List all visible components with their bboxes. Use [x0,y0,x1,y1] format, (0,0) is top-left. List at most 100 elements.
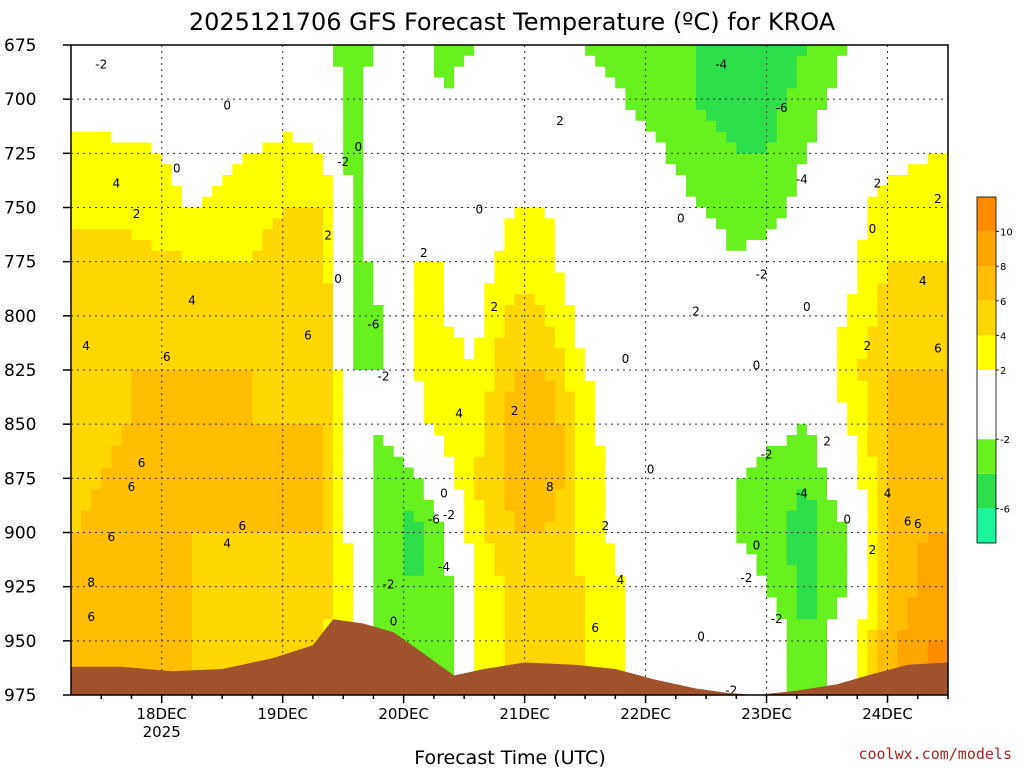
temperature-cell [292,272,304,284]
temperature-cell [847,175,858,187]
temperature-cell [847,424,858,436]
temperature-cell [141,348,153,360]
temperature-cell [635,608,647,620]
temperature-cell [877,99,889,111]
temperature-cell [131,413,143,425]
temperature-cell [242,110,254,122]
temperature-cell [746,88,758,100]
temperature-cell [474,575,485,588]
temperature-cell [333,131,344,144]
temperature-cell [716,326,727,339]
temperature-cell [454,586,465,599]
temperature-cell [252,489,264,501]
temperature-cell [202,391,213,404]
temperature-cell [121,402,133,414]
temperature-cell [665,489,677,501]
temperature-cell [786,662,798,674]
temperature-cell [353,370,364,382]
temperature-cell [776,315,788,328]
temperature-cell [393,597,405,609]
temperature-cell [474,294,485,306]
temperature-cell [151,456,163,469]
temperature-cell [403,88,415,100]
temperature-cell [181,348,193,360]
temperature-cell [312,175,324,187]
temperature-cell [433,370,445,382]
temperature-cell [524,413,536,425]
temperature-cell [91,175,102,187]
temperature-cell [423,283,435,295]
temperature-cell [675,435,687,447]
temperature-cell [796,326,808,339]
temperature-cell [202,435,213,447]
temperature-cell [161,207,173,219]
temperature-cell [91,218,102,230]
temperature-cell [887,77,899,89]
temperature-cell [151,413,163,425]
temperature-cell [423,510,435,523]
temperature-cell [585,630,596,642]
temperature-cell [524,651,536,664]
temperature-cell [161,153,173,165]
temperature-cell [454,359,465,371]
temperature-cell [726,435,737,447]
temperature-cell [494,283,506,295]
temperature-cell [121,532,133,544]
temperature-cell [363,131,374,144]
temperature-cell [857,402,868,414]
temperature-cell [514,196,526,209]
temperature-cell [716,348,727,360]
temperature-cell [665,662,677,674]
temperature-cell [706,673,717,685]
temperature-cell [333,77,344,89]
temperature-cell [746,554,758,566]
temperature-cell [796,608,808,620]
temperature-cell [373,207,385,219]
temperature-cell [111,521,122,534]
temperature-cell [282,630,294,642]
temperature-cell [786,651,798,664]
temperature-cell [494,305,506,317]
temperature-cell [262,370,274,382]
temperature-cell [564,359,576,371]
temperature-cell [726,88,737,100]
temperature-cell [433,586,445,599]
temperature-cell [151,120,163,133]
temperature-cell [796,651,808,664]
temperature-cell [504,283,516,295]
temperature-cell [776,456,788,469]
temperature-cell [494,402,506,414]
temperature-cell [625,391,637,404]
temperature-cell [444,142,455,154]
temperature-cell [746,532,758,544]
temperature-cell [71,131,82,144]
temperature-cell [302,521,314,534]
temperature-cell [564,586,576,599]
temperature-cell [363,261,374,274]
temperature-cell [262,315,274,328]
temperature-cell [464,521,475,534]
temperature-cell [444,218,455,230]
temperature-cell [151,586,163,599]
temperature-cell [655,185,667,198]
temperature-cell [444,424,455,436]
temperature-cell [685,229,697,241]
temperature-cell [736,359,747,371]
temperature-cell [312,630,324,642]
temperature-cell [817,640,828,653]
temperature-cell [827,391,838,404]
temperature-cell [887,207,899,219]
temperature-cell [292,380,304,393]
temperature-cell [413,55,425,68]
temperature-cell [91,110,102,122]
temperature-cell [292,142,304,154]
temperature-cell [343,185,354,198]
temperature-cell [887,326,899,339]
temperature-cell [161,619,173,631]
temperature-cell [696,261,707,274]
temperature-cell [91,337,102,349]
temperature-cell [716,66,727,79]
temperature-cell [827,597,838,609]
temperature-cell [706,370,717,382]
temperature-cell [675,424,687,436]
